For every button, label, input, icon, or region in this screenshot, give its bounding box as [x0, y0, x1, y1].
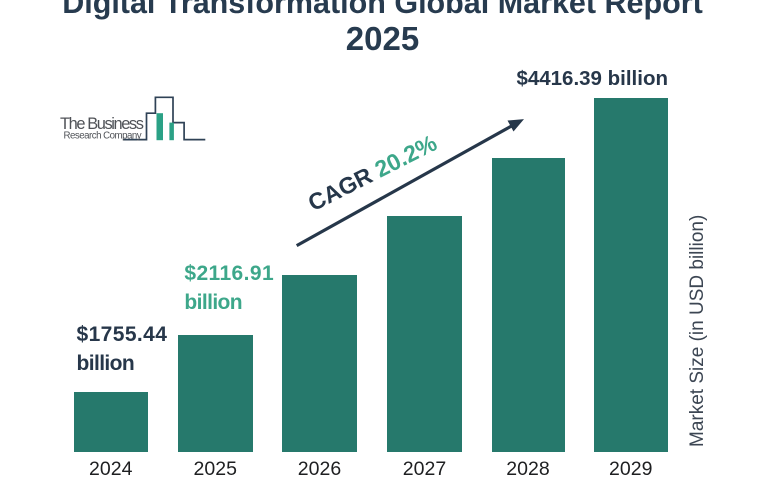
- svg-text:The Business: The Business: [60, 115, 144, 133]
- svg-text:Research Company: Research Company: [64, 131, 142, 142]
